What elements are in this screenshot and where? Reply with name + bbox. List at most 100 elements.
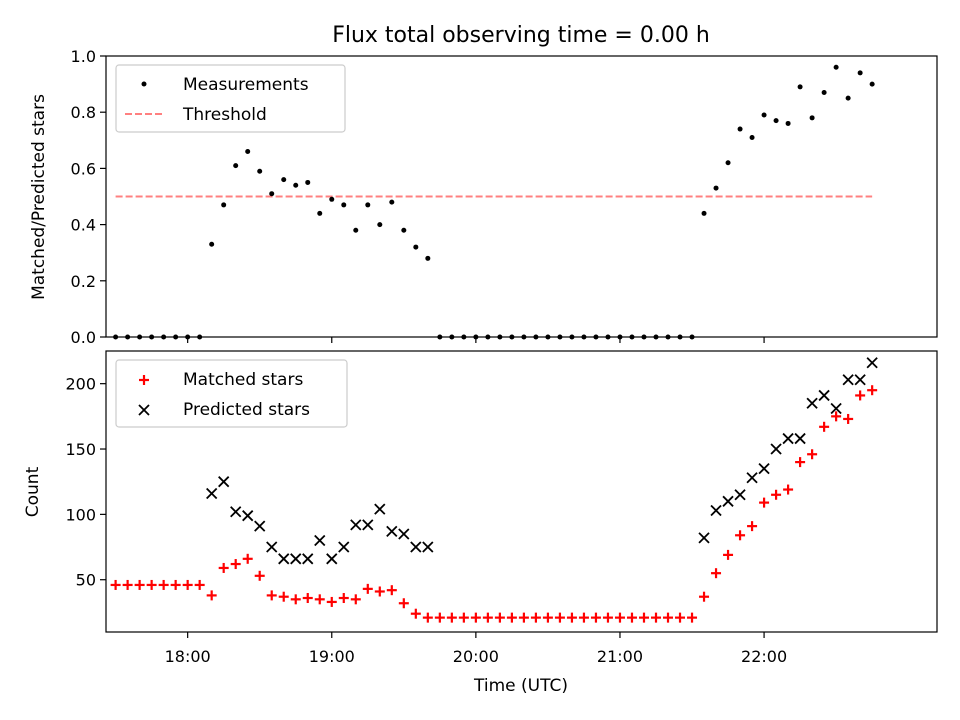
matched-star-point: [614, 612, 625, 623]
matched-star-point: [602, 612, 613, 623]
matched-star-point: [638, 612, 649, 623]
measurement-point: [329, 196, 335, 202]
matched-star-point: [206, 590, 217, 601]
matched-star-point: [230, 559, 241, 570]
chart-title: Flux total observing time = 0.00 h: [332, 23, 710, 48]
matched-star-point: [819, 421, 830, 432]
measurement-point: [281, 177, 287, 183]
matched-star-point: [518, 612, 529, 623]
predicted-star-point: [770, 443, 782, 455]
matched-star-point: [711, 568, 722, 579]
measurement-point: [413, 244, 419, 250]
y-tick-label: 1.0: [71, 47, 96, 66]
matched-star-point: [566, 612, 577, 623]
predicted-star-point: [758, 462, 770, 475]
matched-star-point: [675, 612, 686, 623]
measurement-point: [221, 202, 227, 208]
measurement-point: [737, 126, 743, 132]
measurement-point: [257, 168, 263, 174]
predicted-star-point: [362, 519, 374, 531]
matched-star-point: [831, 411, 842, 422]
x-tick-label: 20:00: [453, 647, 499, 666]
x-tick-label: 21:00: [597, 647, 643, 666]
legend-matched-marker: [139, 375, 149, 385]
matched-star-point: [254, 570, 265, 581]
matched-star-point: [398, 598, 409, 609]
matched-star-point: [170, 579, 181, 590]
matched-star-point: [326, 596, 337, 607]
measurement-point: [797, 84, 803, 90]
matched-star-point: [554, 612, 565, 623]
y-tick-label: 150: [65, 440, 96, 459]
matched-star-point: [759, 497, 770, 508]
bottom-legend-box: [115, 359, 348, 428]
bottom-x-ticks: 18:00 19:00 20:00 21:00 22:00: [165, 632, 787, 666]
predicted-star-point: [398, 528, 410, 540]
matched-star-point: [855, 390, 866, 401]
measurement-point: [785, 120, 791, 126]
matched-star-point: [302, 593, 313, 604]
bottom-plot-area: [110, 357, 878, 623]
y-tick-label: 0.0: [71, 328, 96, 347]
measurement-point: [725, 160, 731, 166]
x-axis-label: Time (UTC): [473, 676, 568, 696]
legend-predicted-label: Predicted stars: [183, 400, 310, 420]
predicted-star-point: [782, 432, 794, 445]
y-tick-label: 0.2: [71, 272, 96, 291]
measurement-point: [773, 118, 779, 124]
predicted-star-point: [830, 402, 842, 415]
predicted-star-point: [422, 541, 434, 553]
predicted-star-point: [842, 374, 854, 386]
x-tick-label: 19:00: [309, 647, 355, 666]
matched-star-point: [446, 612, 457, 623]
predicted-star-point: [866, 357, 878, 369]
legend-measurements-label: Measurements: [183, 75, 309, 95]
legend-measurements-marker: [141, 81, 147, 87]
matched-star-point: [699, 591, 710, 602]
top-legend-box: [115, 64, 346, 133]
measurement-point: [245, 149, 251, 155]
matched-star-point: [374, 586, 385, 597]
matched-star-point: [470, 612, 481, 623]
matched-star-point: [182, 579, 193, 590]
predicted-star-point: [230, 506, 242, 518]
matched-star-point: [146, 579, 157, 590]
matched-star-point: [122, 579, 133, 590]
measurement-point: [269, 191, 275, 197]
matched-star-point: [530, 612, 541, 623]
measurement-point: [401, 227, 407, 233]
predicted-star-point: [338, 541, 350, 553]
matched-star-point: [338, 593, 349, 604]
measurement-point: [317, 210, 323, 216]
matched-star-point: [422, 612, 433, 623]
predicted-star-point: [242, 510, 254, 522]
bottom-y-axis-label: Count: [23, 466, 43, 517]
measurement-point: [701, 210, 707, 216]
matched-star-point: [386, 585, 397, 596]
measurement-point: [821, 90, 827, 96]
measurement-point: [233, 163, 239, 169]
measurement-point: [749, 134, 755, 140]
matched-star-point: [410, 608, 421, 619]
matched-star-point: [434, 612, 445, 623]
measurement-point: [341, 202, 347, 208]
measurement-point: [761, 112, 767, 118]
matched-star-point: [723, 549, 734, 560]
measurement-point: [857, 70, 863, 76]
x-tick-label: 18:00: [165, 647, 211, 666]
matched-star-point: [771, 489, 782, 500]
matched-star-point: [314, 594, 325, 605]
matched-star-point: [867, 385, 878, 396]
predicted-star-point: [746, 472, 758, 484]
predicted-star-point: [266, 541, 278, 553]
predicted-star-point: [818, 389, 830, 402]
top-panel: Matched/Predicted stars 0.0 0.2 0.4 0.6 0.8 1…: [29, 47, 938, 347]
matched-star-point: [278, 591, 289, 602]
matched-star-point: [506, 612, 517, 623]
bottom-y-ticks: 50 100 150 200: [65, 375, 106, 590]
predicted-star-point: [806, 397, 818, 409]
y-tick-label: 100: [65, 505, 96, 524]
matched-star-point: [687, 612, 698, 623]
matched-star-point: [242, 553, 253, 564]
measurement-point: [209, 241, 215, 247]
